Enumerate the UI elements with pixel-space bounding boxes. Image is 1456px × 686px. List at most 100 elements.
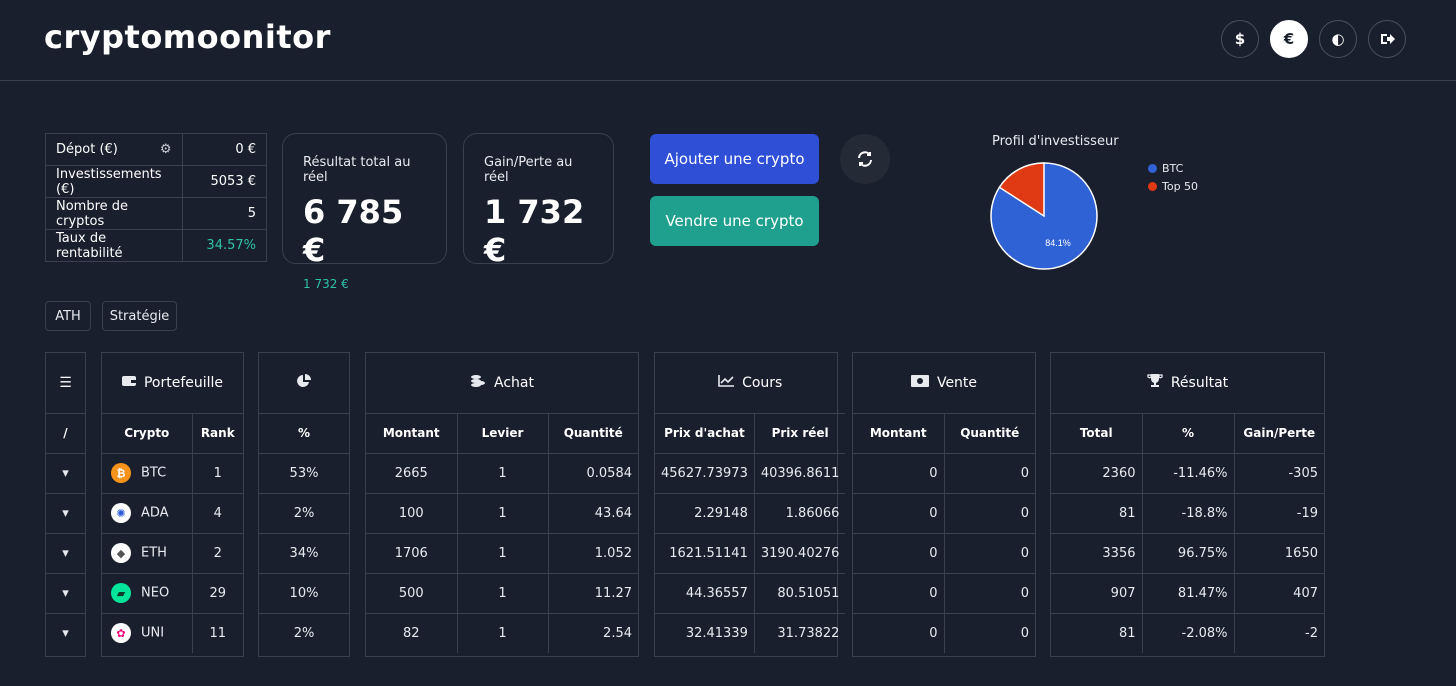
group-header: Cours bbox=[655, 353, 845, 413]
table-row: 3356 96.75% 1650 bbox=[1051, 532, 1324, 573]
pie-slice-label: 84.1% bbox=[1045, 238, 1071, 248]
crypto-cell: ✺ ADA bbox=[102, 492, 192, 533]
pie-legend: BTC Top 50 bbox=[1148, 159, 1198, 195]
coins-icon bbox=[470, 374, 486, 392]
line-chart-icon bbox=[718, 374, 735, 391]
euro-currency-button[interactable]: € bbox=[1270, 20, 1308, 58]
table-row: 2% bbox=[259, 612, 349, 653]
table-row: 2665 1 0.0584 bbox=[366, 452, 638, 493]
column-header: Levier bbox=[456, 412, 548, 453]
card-title: Gain/Perte au réel bbox=[484, 155, 573, 185]
crypto-cell: ₿ BTC bbox=[102, 452, 192, 493]
menu-column: ☰ / ▾ ▾ ▾ ▾ ▾ bbox=[45, 352, 86, 657]
bitcoin-icon: ₿ bbox=[111, 463, 131, 483]
sell-crypto-button[interactable]: Vendre une crypto bbox=[650, 196, 819, 246]
total-result-card: Résultat total au réel 6 785 € 1 732 € bbox=[282, 133, 447, 291]
table-row: 2.29148 1.86066 bbox=[655, 492, 846, 533]
pie-slice-top50 bbox=[998, 162, 1045, 218]
table-row: 2% bbox=[259, 492, 349, 533]
trophy-icon bbox=[1147, 373, 1163, 392]
legend-item-top50: Top 50 bbox=[1148, 177, 1198, 195]
row-expand-chevron-down-icon[interactable]: ▾ bbox=[46, 572, 85, 613]
column-header: % bbox=[1141, 412, 1234, 453]
row-expand-chevron-down-icon[interactable]: ▾ bbox=[46, 492, 85, 533]
theme-toggle-button[interactable]: ◐ bbox=[1319, 20, 1357, 58]
tab-strategie[interactable]: Stratégie bbox=[102, 301, 177, 331]
wallet-icon bbox=[121, 375, 136, 391]
group-achat: Achat Montant Levier Quantité 2665 1 0.058… bbox=[365, 352, 639, 657]
stat-value-investments: 5053 € bbox=[181, 165, 268, 198]
stat-label: Investissements (€) bbox=[45, 165, 183, 198]
add-crypto-button[interactable]: Ajouter une crypto bbox=[650, 134, 819, 184]
table-row: 1621.51141 3190.40276 bbox=[655, 532, 846, 573]
column-header: % bbox=[259, 412, 349, 453]
group-header: Portefeuille bbox=[102, 353, 243, 413]
legend-item-btc: BTC bbox=[1148, 159, 1198, 177]
crypto-cell: ◆ ETH bbox=[102, 532, 192, 573]
table-row: 32.41339 31.73822 bbox=[655, 612, 846, 653]
money-bill-icon bbox=[910, 374, 929, 391]
menu-icon[interactable]: ☰ bbox=[59, 374, 72, 391]
card-subvalue: 1 732 € bbox=[303, 277, 349, 291]
row-expand-chevron-down-icon[interactable]: ▾ bbox=[46, 532, 85, 573]
logout-icon bbox=[1381, 34, 1395, 44]
table-row: 45627.73973 40396.8611 bbox=[655, 452, 846, 493]
column-header: Montant bbox=[853, 412, 944, 453]
stat-label: Nombre de cryptos bbox=[45, 197, 183, 230]
header-buttons: $ € ◐ bbox=[1221, 20, 1406, 58]
gear-icon[interactable]: ⚙ bbox=[159, 142, 172, 157]
group-header bbox=[259, 353, 349, 413]
table-row: 100 1 43.64 bbox=[366, 492, 638, 533]
table-row: 82 1 2.54 bbox=[366, 612, 638, 653]
table-row: 44.36557 80.51051 bbox=[655, 572, 846, 613]
pie-chart-icon bbox=[297, 373, 311, 387]
group-header: Vente bbox=[853, 353, 1035, 413]
logo: cryptomoonitor bbox=[44, 18, 331, 56]
table-row: 2360 -11.46% -305 bbox=[1051, 452, 1324, 493]
investor-profile-pie: 84.1% bbox=[990, 162, 1098, 270]
stat-label: Taux de rentabilité bbox=[45, 229, 183, 262]
row-expand-chevron-down-icon[interactable]: ▾ bbox=[46, 452, 85, 493]
column-header: Crypto bbox=[102, 412, 192, 453]
column-header: Quantité bbox=[943, 412, 1035, 453]
group-header: Résultat bbox=[1051, 353, 1324, 413]
crypto-cell: ✿ UNI bbox=[102, 612, 192, 653]
column-header: Montant bbox=[366, 412, 457, 453]
table-row: 81 -18.8% -19 bbox=[1051, 492, 1324, 533]
neo-icon: ▰ bbox=[111, 583, 131, 603]
group-resultat: Résultat Total % Gain/Perte 2360 -11.46% -… bbox=[1050, 352, 1325, 657]
table-row: 500 1 11.27 bbox=[366, 572, 638, 613]
table-row: ▰ NEO 29 bbox=[102, 572, 243, 613]
column-header: / bbox=[46, 412, 85, 453]
stat-value-crypto-count: 5 bbox=[181, 197, 268, 230]
gain-loss-card: Gain/Perte au réel 1 732 € bbox=[463, 133, 614, 269]
column-header: Gain/Perte bbox=[1233, 412, 1324, 453]
column-header: Quantité bbox=[547, 412, 638, 453]
group-portefeuille: Portefeuille Crypto Rank ₿ BTC 1 ✺ ADA 4 ◆… bbox=[101, 352, 244, 657]
legend-dot bbox=[1148, 163, 1157, 173]
column-header: Rank bbox=[191, 412, 243, 453]
table-row: 34% bbox=[259, 532, 349, 573]
table-row: ₿ BTC 1 bbox=[102, 452, 243, 493]
column-header: Prix d'achat bbox=[655, 412, 755, 453]
dollar-currency-button[interactable]: $ bbox=[1221, 20, 1259, 58]
cardano-icon: ✺ bbox=[111, 503, 131, 523]
top-bar: cryptomoonitor $ € ◐ bbox=[0, 0, 1456, 81]
column-header: Total bbox=[1051, 412, 1142, 453]
refresh-button[interactable] bbox=[840, 134, 890, 184]
profile-title: Profil d'investisseur bbox=[992, 134, 1119, 149]
card-value: 1 732 € bbox=[484, 193, 585, 269]
tab-ath[interactable]: ATH bbox=[45, 301, 91, 331]
table-row: ✺ ADA 4 bbox=[102, 492, 243, 533]
row-expand-chevron-down-icon[interactable]: ▾ bbox=[46, 612, 85, 653]
logout-button[interactable] bbox=[1368, 20, 1406, 58]
crypto-cell: ▰ NEO bbox=[102, 572, 192, 613]
legend-dot bbox=[1148, 181, 1157, 191]
card-title: Résultat total au réel bbox=[303, 155, 411, 185]
